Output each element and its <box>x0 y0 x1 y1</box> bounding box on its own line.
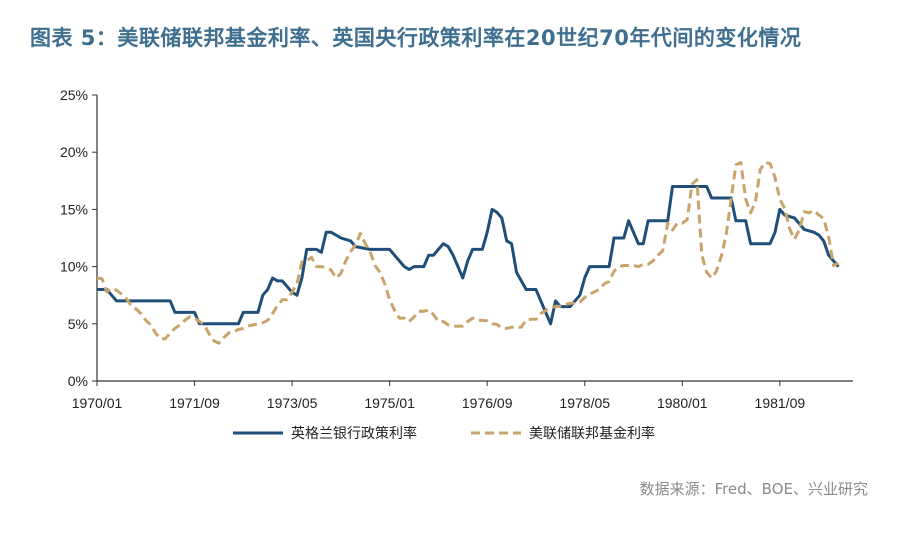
legend-label-1: 英格兰银行政策利率 <box>291 425 417 442</box>
y-tick-label: 25% <box>60 87 88 103</box>
y-tick-label: 15% <box>60 201 88 217</box>
x-tick-label: 1970/01 <box>72 395 123 411</box>
x-tick-label: 1975/01 <box>364 395 415 411</box>
x-tick-label: 1971/09 <box>169 395 220 411</box>
x-tick-label: 1981/09 <box>755 395 806 411</box>
series-line-2 <box>96 161 840 345</box>
x-tick-label: 1976/09 <box>462 395 513 411</box>
chart-axes: 0% 5% 10% 15% 20% 25% 1970/01 1971/09 1973/05 197… <box>60 87 853 411</box>
y-tick-label: 5% <box>68 316 88 332</box>
chart-legend: 英格兰银行政策利率 美联储联邦基金利率 <box>233 425 655 442</box>
y-tick-label: 10% <box>60 259 88 275</box>
y-tick-label: 20% <box>60 144 88 160</box>
x-tick-label: 1973/05 <box>267 395 318 411</box>
y-tick-label: 0% <box>68 373 88 389</box>
chart-series <box>96 161 840 345</box>
chart-title: 图表 5：美联储联邦基金利率、英国央行政策利率在20世纪70年代间的变化情况 <box>30 26 802 50</box>
source-note: 数据来源：Fred、BOE、兴业研究 <box>639 480 868 498</box>
legend-label-2: 美联储联邦基金利率 <box>529 425 655 442</box>
x-tick-label: 1978/05 <box>559 395 610 411</box>
x-tick-label: 1980/01 <box>657 395 708 411</box>
series-line-1 <box>97 185 840 326</box>
